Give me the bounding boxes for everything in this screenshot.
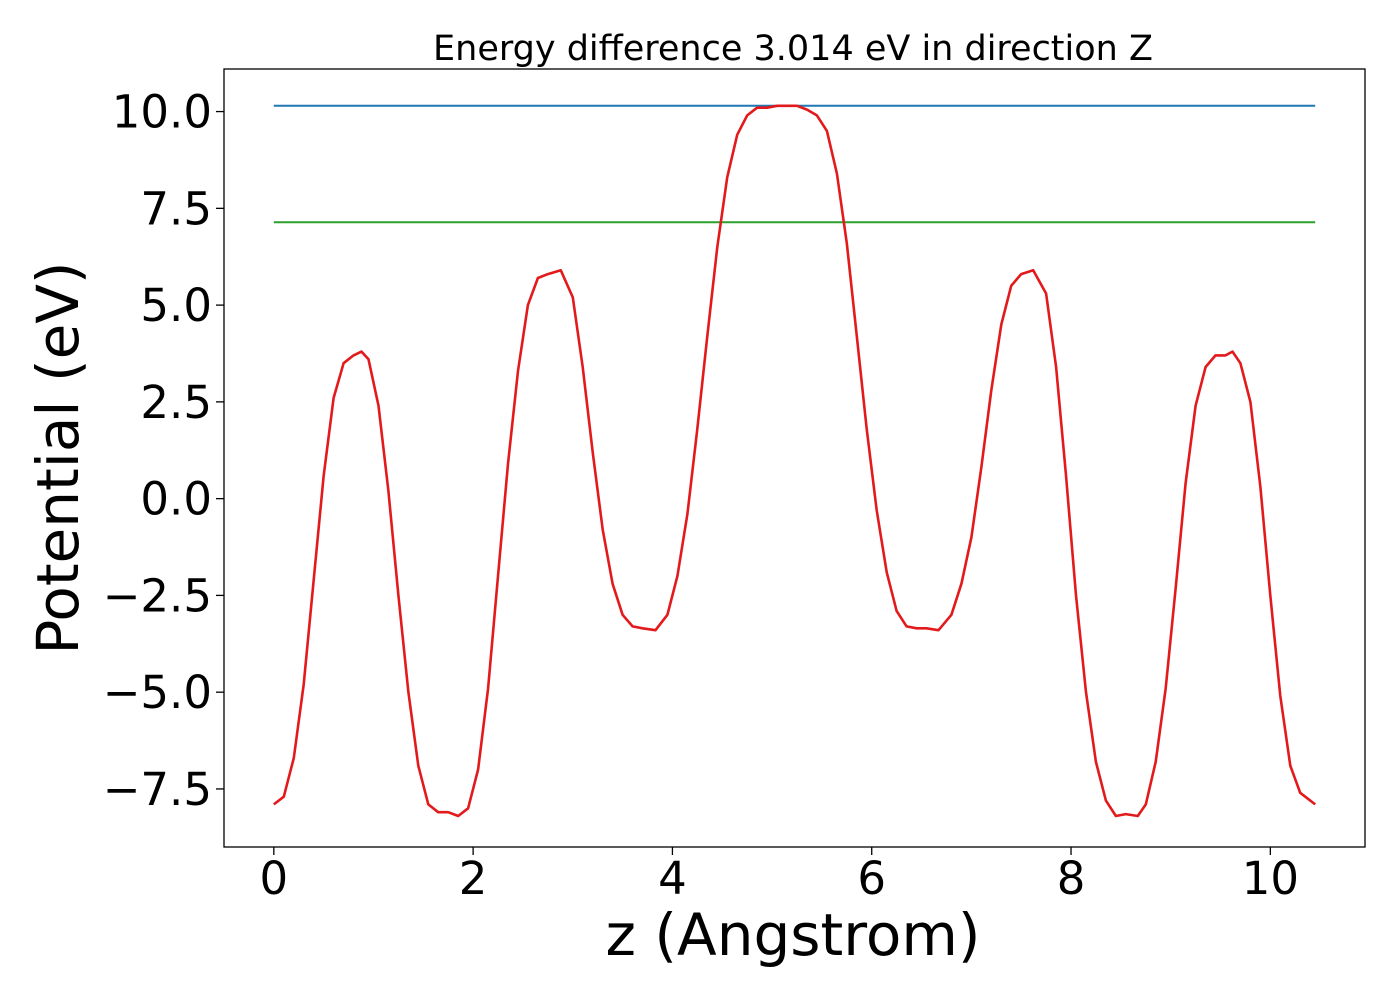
x-tick-label: 6: [857, 852, 886, 905]
x-tick-label: 2: [459, 852, 488, 905]
y-axis: −7.5 −5.0 −2.5 0.0 2.5 5.0 7.5 10.0: [103, 86, 224, 816]
y-tick-label: −5.0: [103, 666, 212, 719]
x-axis-label: z (Angstrom): [606, 901, 981, 969]
y-tick-label: 10.0: [112, 86, 212, 139]
x-tick-label: 10: [1242, 852, 1299, 905]
y-tick-label: 0.0: [140, 473, 212, 526]
y-tick-label: 7.5: [140, 182, 212, 235]
y-tick-label: 2.5: [140, 376, 212, 429]
y-axis-label: Potential (eV): [24, 261, 92, 654]
series-line-red: [273, 104, 1316, 818]
y-tick-label: 5.0: [140, 279, 212, 332]
x-tick-label: 0: [260, 852, 289, 905]
x-axis: 0 2 4 6 8 10: [260, 847, 1299, 905]
plot-frame: [223, 68, 1366, 848]
y-tick-label: −7.5: [103, 763, 212, 816]
y-tick-label: −2.5: [103, 569, 212, 622]
x-tick-label: 4: [658, 852, 687, 905]
x-tick-label: 8: [1057, 852, 1086, 905]
series-layer: [273, 104, 1316, 818]
chart-title: Energy difference 3.014 eV in direction …: [433, 29, 1153, 69]
